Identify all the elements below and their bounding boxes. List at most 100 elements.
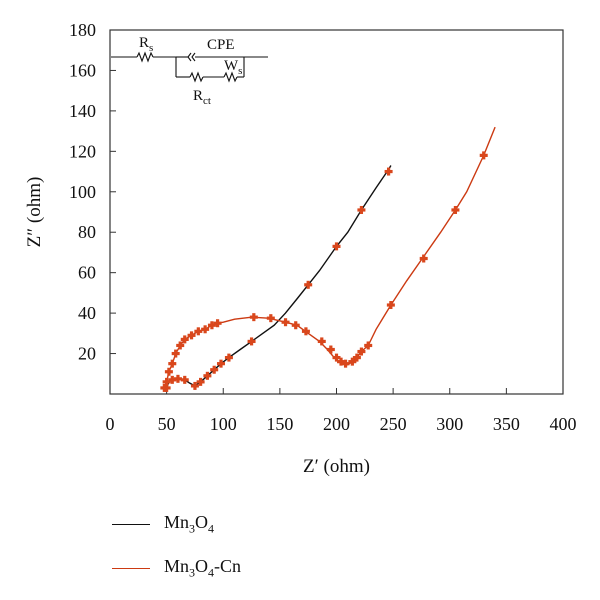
data-point: [332, 353, 341, 362]
data-point: [304, 280, 313, 289]
data-point-v: [203, 325, 207, 334]
data-point: [348, 357, 357, 366]
data-point-v: [294, 321, 298, 330]
data-point: [357, 347, 366, 356]
data-point: [194, 327, 203, 336]
data-point: [364, 341, 373, 350]
data-point-v: [183, 375, 187, 384]
data-point-v: [176, 374, 180, 383]
data-point-v: [252, 313, 256, 322]
y-tick-label: 60: [78, 263, 96, 283]
data-point: [168, 375, 177, 384]
data-point: [224, 353, 233, 362]
data-point: [247, 337, 256, 346]
data-point: [249, 313, 258, 322]
x-tick-label: 0: [106, 414, 115, 434]
equivalent-circuit-inset: Rs CPE Ws Rct: [111, 35, 268, 107]
legend-item-mn3o4: Mn3O4: [112, 512, 214, 537]
legend-swatch-mn3o4: [112, 523, 150, 525]
data-point: [216, 359, 225, 368]
x-tick-label: 350: [493, 414, 520, 434]
data-point: [479, 151, 488, 160]
y-tick-label: 20: [78, 344, 96, 364]
cpe-label: CPE: [207, 37, 235, 53]
y-axis-label: Z″ (ohm): [24, 177, 45, 248]
rct-label: Rct: [193, 88, 211, 107]
legend-swatch-mn3o4-cn: [112, 567, 150, 569]
data-point-v: [359, 205, 364, 214]
data-point-v: [355, 353, 359, 362]
data-point: [337, 357, 346, 366]
data-point-v: [249, 337, 254, 346]
data-point: [384, 167, 393, 176]
data-point-v: [482, 151, 486, 160]
data-point-v: [329, 345, 333, 354]
x-tick-label: 200: [323, 414, 350, 434]
data-point: [176, 341, 185, 350]
data-point-v: [178, 341, 182, 350]
plot-frame: [109, 29, 564, 395]
y-tick-label: 120: [69, 141, 96, 161]
y-tick-label: 80: [78, 222, 96, 242]
y-tick-label: 40: [78, 303, 96, 323]
data-point: [301, 327, 310, 336]
data-point-v: [339, 357, 343, 366]
data-point: [332, 242, 341, 251]
data-point: [162, 377, 171, 386]
data-point-v: [165, 377, 169, 386]
data-point: [160, 383, 169, 392]
data-point-v: [183, 335, 187, 344]
data-point-v: [343, 359, 348, 368]
data-point: [357, 205, 366, 214]
data-point-v: [304, 327, 308, 336]
data-point: [352, 353, 361, 362]
data-point-v: [269, 314, 273, 323]
data-point: [341, 359, 350, 368]
data-point: [210, 365, 219, 374]
data-point-v: [210, 321, 214, 330]
data-point-v: [306, 280, 310, 289]
data-point: [266, 314, 275, 323]
data-point-v: [215, 319, 220, 328]
data-point: [213, 319, 222, 328]
data-point-v: [320, 337, 324, 346]
rs-resistor: [136, 51, 154, 63]
data-point: [281, 318, 290, 327]
ws-label: Ws: [224, 58, 242, 77]
data-point-v: [162, 383, 166, 392]
legend-label-mn3o4: Mn3O4: [164, 512, 215, 536]
data-point: [173, 374, 182, 383]
data-point: [451, 205, 460, 214]
data-point-v: [212, 365, 216, 374]
data-point: [180, 335, 189, 344]
data-point-v: [422, 254, 426, 263]
axes: 0 50 100 150 200 250 300 350 400 20 40 60 80 100 120 14…: [24, 20, 577, 477]
cpe-element: [187, 52, 196, 62]
data-point-v: [334, 242, 339, 251]
ws-element: [223, 71, 238, 83]
data-point-v: [283, 318, 288, 327]
data-point: [190, 381, 199, 390]
data-point-v: [386, 167, 391, 176]
x-tick-label: 250: [380, 414, 407, 434]
data-point: [419, 254, 428, 263]
data-point: [201, 325, 210, 334]
data-point-v: [196, 327, 200, 336]
data-point: [326, 345, 335, 354]
data-point: [317, 337, 326, 346]
series-1: [160, 126, 496, 392]
data-point: [203, 371, 212, 380]
data-point: [196, 377, 205, 386]
data-point-v: [359, 347, 364, 356]
x-tick-label: 150: [266, 414, 293, 434]
data-point-v: [193, 381, 197, 390]
y-tick-label: 160: [69, 60, 96, 80]
data-point: [164, 367, 173, 376]
data-point-v: [170, 359, 174, 368]
legend-item-mn3o4-cn: Mn3O4-Cn: [112, 556, 241, 581]
data-point-v: [205, 371, 209, 380]
x-tick-label: 400: [550, 414, 577, 434]
y-tick-label: 180: [69, 20, 96, 40]
x-tick-label: 300: [436, 414, 463, 434]
